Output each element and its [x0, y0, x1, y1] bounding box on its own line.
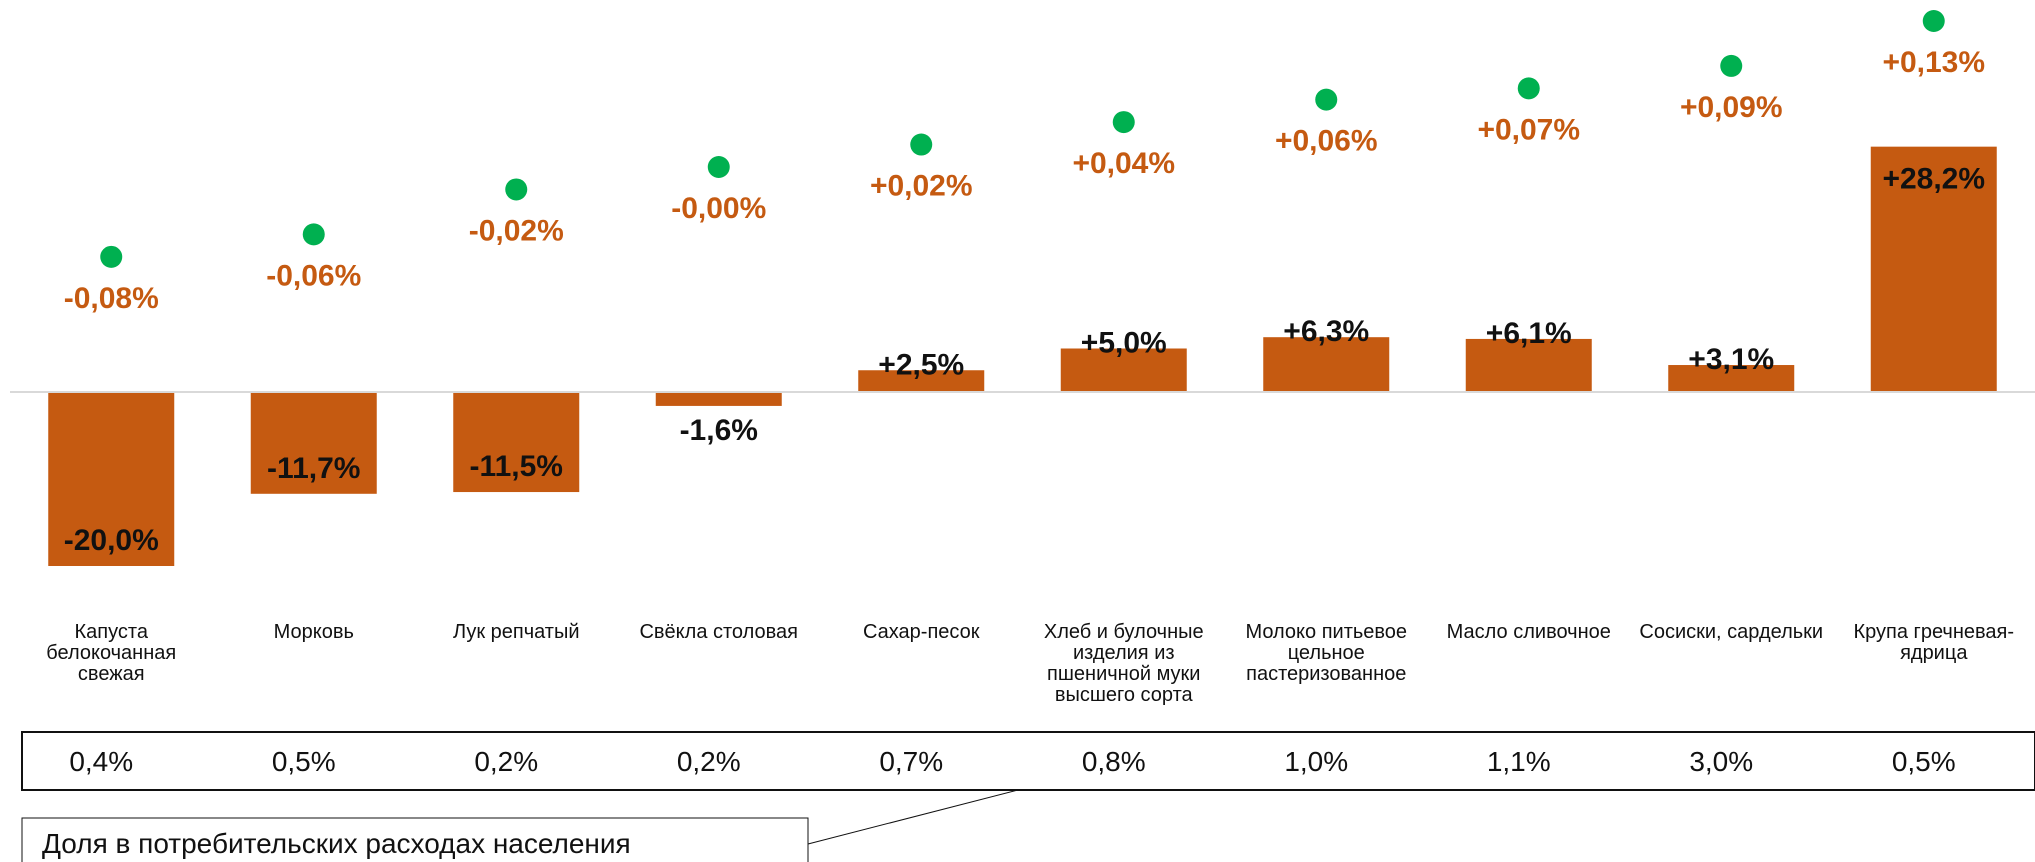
share-value: 0,4% [69, 746, 133, 777]
share-value: 0,8% [1082, 746, 1146, 777]
bar-value-label: -20,0% [64, 524, 159, 557]
share-row: 0,4% 0,5% 0,2% 0,2% 0,7% 0,8% 1,0% 1,1% 3,0% 0,5% [21, 731, 2035, 791]
contribution-dot [1517, 77, 1540, 100]
share-value: 0,2% [677, 746, 741, 777]
category-label: Сахар-песок [863, 621, 980, 643]
contribution-label: +0,09% [1680, 91, 1783, 124]
bar [453, 392, 580, 493]
contribution-dot [1112, 111, 1135, 134]
bar [1668, 365, 1795, 392]
contribution-dot [505, 178, 528, 201]
contribution-label: +0,02% [870, 170, 973, 203]
contribution-dot [1720, 54, 1743, 77]
category-label: Хлеб и булочные изделия из пшеничной муки в… [1044, 621, 1204, 706]
share-note-text: Доля в потребительских расходах населени… [42, 828, 631, 859]
bar-value-label: +2,5% [878, 348, 964, 381]
contribution-label: -0,08% [64, 282, 159, 315]
category-label: Сосиски, сардельки [1639, 621, 1823, 643]
category-label: Крупа гречневая-ядрица [1853, 621, 2014, 664]
bar [48, 392, 175, 566]
contribution-dot [302, 223, 325, 246]
category-label: Свёкла столовая [639, 621, 798, 643]
labels-layer: -20,0% -0,08% Капуста белокочанная свежая -11… [46, 10, 2014, 706]
contribution-label: +0,13% [1882, 46, 1985, 79]
bar [655, 392, 782, 406]
contribution-dot [1922, 10, 1945, 32]
contribution-label: +0,07% [1477, 113, 1580, 146]
share-value: 0,5% [272, 746, 336, 777]
bar [1870, 146, 1997, 392]
bar-value-label: +6,1% [1486, 317, 1572, 350]
contribution-dot [707, 156, 730, 178]
bar-value-label: -1,6% [680, 414, 758, 447]
share-value: 1,0% [1284, 746, 1348, 777]
share-note-box [21, 817, 809, 862]
contribution-dot [1315, 88, 1338, 111]
bar [1060, 348, 1187, 392]
share-value: 3,0% [1689, 746, 1753, 777]
bar-value-label: -11,7% [267, 452, 360, 485]
bar [1263, 337, 1390, 392]
share-value: 0,2% [474, 746, 538, 777]
bar-value-label: +6,3% [1283, 315, 1369, 348]
share-row-frame [21, 731, 2035, 791]
bars-layer [48, 146, 1997, 566]
category-label: Лук репчатый [453, 621, 580, 643]
category-label: Морковь [274, 621, 354, 643]
bar [1465, 338, 1592, 392]
share-value: 0,7% [879, 746, 943, 777]
bar-value-label: +3,1% [1688, 343, 1774, 376]
contribution-label: -0,00% [671, 192, 766, 225]
category-label: Молоко питьевое цельное пастеризованное [1245, 621, 1407, 685]
category-label: Масло сливочное [1447, 621, 1611, 643]
contribution-label: -0,02% [469, 214, 564, 247]
share-note-leader [807, 789, 1019, 845]
share-note: Доля в потребительских расходах населени… [21, 789, 1019, 862]
bar-value-label: +28,2% [1882, 163, 1985, 196]
contribution-label: +0,04% [1072, 147, 1175, 180]
contribution-dot [100, 245, 123, 268]
contribution-dot [910, 133, 933, 156]
category-label: Капуста белокочанная свежая [46, 621, 176, 685]
share-value: 0,5% [1892, 746, 1956, 777]
bar-value-label: +5,0% [1081, 327, 1167, 360]
contribution-label: +0,06% [1275, 125, 1378, 158]
share-value: 1,1% [1487, 746, 1551, 777]
bar-value-label: -11,5% [470, 450, 563, 483]
bar [858, 370, 985, 392]
bar [250, 392, 377, 494]
contribution-label: -0,06% [266, 259, 361, 292]
